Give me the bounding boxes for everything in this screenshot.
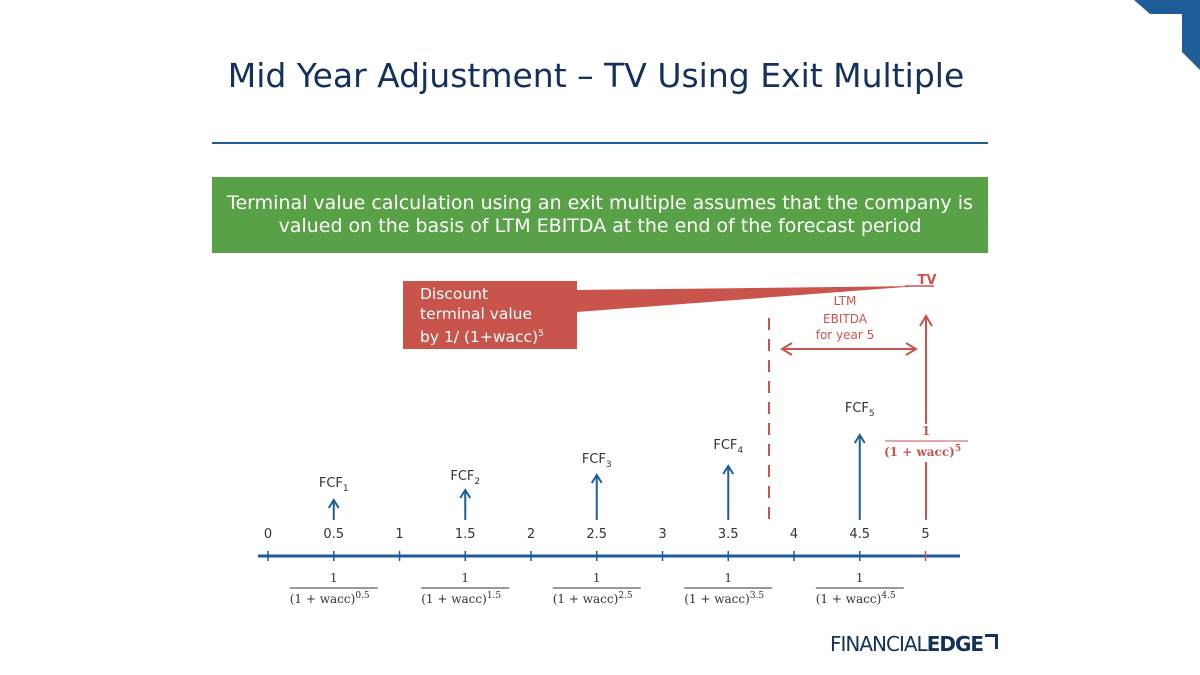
tv-arrow bbox=[919, 314, 933, 520]
banner-line-2: valued on the basis of LTM EBITDA at the… bbox=[278, 215, 922, 237]
fcf-arrowhead bbox=[853, 433, 866, 444]
discount-denominator: (1 + wacc)4.5 bbox=[816, 591, 896, 606]
discount-denominator: (1 + wacc)3.5 bbox=[684, 591, 764, 606]
discount-denominator: (1 + wacc)0.5 bbox=[290, 591, 370, 606]
tv-label: TV bbox=[918, 273, 937, 288]
callout-line-2: terminal value bbox=[420, 305, 533, 323]
tick-label: 3.5 bbox=[718, 527, 739, 542]
fcf-arrowhead bbox=[459, 488, 472, 499]
fcf-label: FCF3 bbox=[582, 452, 612, 470]
tick-label: 1 bbox=[395, 527, 403, 542]
fcf-arrowhead bbox=[327, 498, 340, 509]
definition-banner: Terminal value calculation using an exit… bbox=[212, 177, 988, 253]
discount-numerator: 1 bbox=[593, 571, 601, 585]
tv-discount-denominator: (1 + wacc)5 bbox=[884, 444, 961, 459]
ltm-double-arrow bbox=[780, 342, 918, 356]
page-title: Mid Year Adjustment – TV Using Exit Mult… bbox=[227, 56, 965, 95]
fcf-label: FCF4 bbox=[713, 438, 743, 456]
fcf-arrowhead bbox=[722, 464, 735, 475]
tick-label: 0.5 bbox=[323, 527, 344, 542]
tick-label: 3 bbox=[658, 527, 666, 542]
corner-decoration bbox=[1134, 0, 1200, 70]
discount-callout: Discount terminal value by 1/ (1+wacc)5 bbox=[403, 281, 577, 349]
title-divider bbox=[212, 142, 988, 144]
discount-numerator: 1 bbox=[856, 571, 864, 585]
discount-numerator: 1 bbox=[330, 571, 338, 585]
discount-numerator: 1 bbox=[461, 571, 469, 585]
tv-discount-numerator: 1 bbox=[922, 424, 930, 438]
fcf-arrowhead bbox=[590, 473, 603, 484]
fcf-label: FCF2 bbox=[450, 469, 480, 487]
tick-label: 5 bbox=[921, 527, 929, 542]
discount-numerator: 1 bbox=[724, 571, 732, 585]
tick-label: 1.5 bbox=[455, 527, 476, 542]
ltm-label-line-3: for year 5 bbox=[816, 328, 875, 342]
banner-line-1: Terminal value calculation using an exit… bbox=[227, 192, 973, 214]
tick-label: 2.5 bbox=[586, 527, 607, 542]
tick-label: 4 bbox=[790, 527, 798, 542]
tick-label: 4.5 bbox=[849, 527, 870, 542]
discount-denominator: (1 + wacc)2.5 bbox=[553, 591, 633, 606]
callout-line-3: by 1/ (1+wacc)5 bbox=[420, 328, 544, 347]
fcf-label: FCF1 bbox=[319, 476, 349, 494]
financial-edge-logo: FINANCIAL EDGE bbox=[830, 632, 999, 656]
ltm-label-line-1: LTM bbox=[834, 294, 857, 308]
callout-pointer bbox=[577, 286, 918, 312]
tick-label: 2 bbox=[527, 527, 535, 542]
fcf-label: FCF5 bbox=[845, 401, 875, 419]
tick-label: 0 bbox=[264, 527, 272, 542]
ltm-label-line-2: EBITDA bbox=[823, 312, 868, 326]
discount-denominator: (1 + wacc)1.5 bbox=[421, 591, 501, 606]
callout-line-1: Discount bbox=[420, 285, 489, 303]
